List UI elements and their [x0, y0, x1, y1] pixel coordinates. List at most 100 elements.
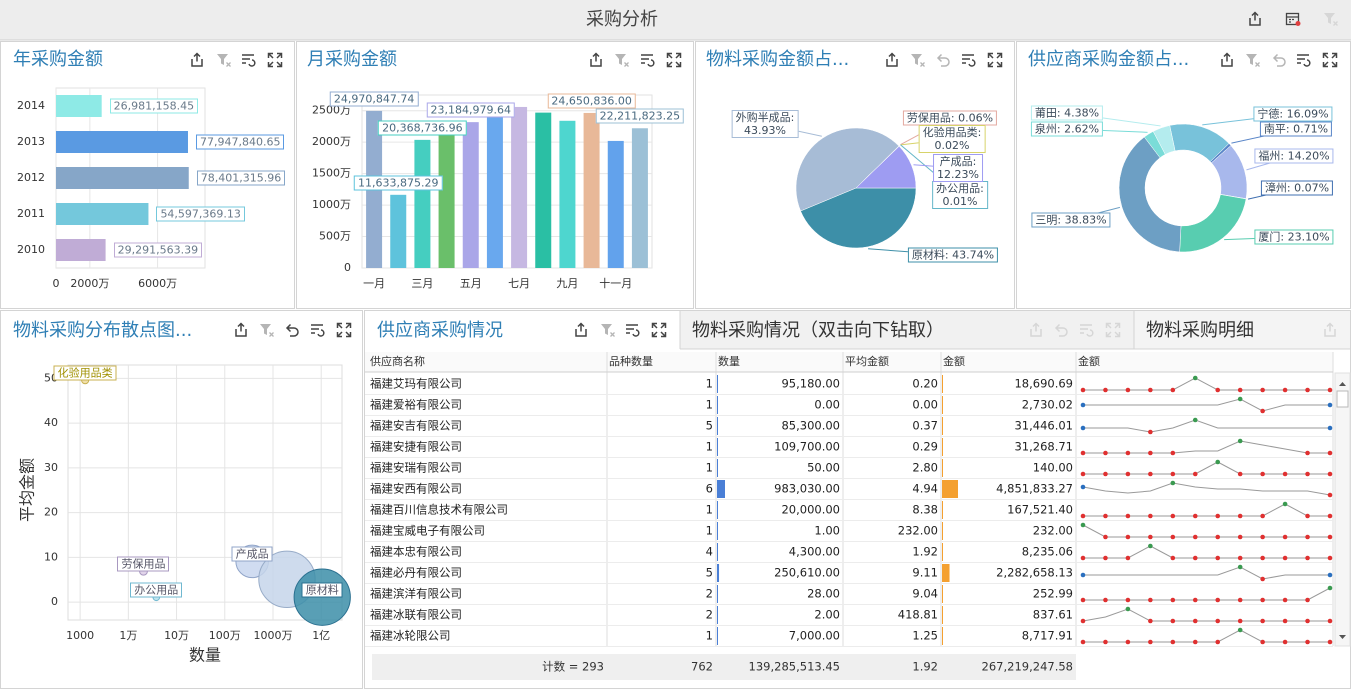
- cell: 福建安吉有限公司: [370, 419, 462, 433]
- scroll-down[interactable]: [1339, 635, 1346, 639]
- data-bar: [717, 627, 718, 645]
- bar: [559, 120, 576, 268]
- y-tick-label: 500万: [319, 230, 351, 243]
- data-bar: [717, 396, 718, 414]
- spark-dot: [1282, 534, 1288, 540]
- slice: [855, 145, 917, 189]
- spark-dot: [1237, 513, 1243, 519]
- cell: 20,000.00: [781, 503, 840, 517]
- sparkline: [1083, 587, 1331, 601]
- data-bar: [942, 564, 950, 582]
- cell: 232.00: [1033, 524, 1073, 538]
- cell: 6: [706, 482, 713, 496]
- tab-label: 供应商采购情况: [377, 320, 503, 341]
- sparkline: [1082, 524, 1330, 538]
- cell: 福建安瑞有限公司: [370, 461, 462, 475]
- spark-dot: [1103, 534, 1108, 540]
- cell: 167,521.40: [1007, 503, 1073, 517]
- x-tick-label: 七月: [508, 277, 530, 290]
- spark-dot: [1125, 450, 1131, 456]
- y-tick-label: 0: [344, 261, 351, 274]
- cell: 福建本忠有限公司: [370, 545, 462, 559]
- spark-dot: [1170, 480, 1176, 486]
- sparkline: [1083, 461, 1330, 475]
- spark-dot: [1260, 555, 1265, 561]
- y-tick-label: 10: [44, 550, 58, 563]
- cell: 福建安西有限公司: [370, 482, 462, 496]
- column-header: 金额: [943, 354, 965, 368]
- cell: 418.81: [898, 608, 938, 622]
- sparkline: [1082, 482, 1331, 496]
- spark-dot: [1103, 555, 1108, 561]
- spark-dot: [1192, 375, 1198, 381]
- cell: 140.00: [1033, 461, 1073, 475]
- panel-title: 物料采购分布散点图...: [13, 320, 192, 341]
- data-bar: [942, 375, 943, 393]
- cell: 8.38: [912, 503, 938, 517]
- spark-dot: [1327, 585, 1333, 591]
- spark-dot: [1305, 555, 1310, 561]
- spark-dot: [1148, 597, 1153, 603]
- bar: [511, 106, 528, 268]
- spark-dot: [1215, 618, 1221, 624]
- bubble: [152, 593, 161, 602]
- bar: [56, 239, 106, 261]
- y-tick-label: 2011: [17, 207, 45, 220]
- data-bar: [717, 480, 725, 498]
- spark-dot: [1237, 618, 1243, 624]
- cell: 983,030.00: [774, 482, 840, 496]
- cell: 85,300.00: [781, 419, 840, 433]
- spark-dot: [1170, 450, 1176, 456]
- cell: 2.00: [814, 608, 840, 622]
- scroll-up[interactable]: [1339, 382, 1346, 386]
- cell: 4: [706, 545, 713, 559]
- x-tick-label: 十一月: [599, 276, 632, 290]
- spark-dot: [1327, 555, 1333, 561]
- column-header: 品种数量: [609, 354, 653, 368]
- spark-dot: [1237, 471, 1243, 477]
- y-tick-label: 2013: [17, 135, 45, 148]
- data-bar: [717, 459, 718, 477]
- header-bar: [0, 0, 1351, 40]
- spark-dot: [1282, 501, 1288, 507]
- spark-dot: [1237, 396, 1243, 402]
- spark-dot: [1125, 513, 1131, 519]
- x-axis-label: 数量: [189, 646, 221, 665]
- slice: [1118, 136, 1182, 253]
- cell: 0.00: [814, 398, 840, 412]
- panel: [1016, 41, 1351, 309]
- x-tick-label: 1000万: [253, 629, 292, 642]
- x-tick-label: 1亿: [312, 629, 330, 642]
- data-bar: [717, 522, 718, 540]
- bar: [486, 111, 503, 269]
- cell: 2,282,658.13: [996, 566, 1073, 580]
- spark-dot: [1215, 459, 1221, 465]
- cell: 1: [706, 524, 713, 538]
- data-bar: [942, 543, 943, 561]
- cell: 9.04: [912, 587, 938, 601]
- data-bar: [942, 417, 943, 435]
- spark-dot: [1282, 639, 1288, 645]
- sparkline: [1082, 608, 1330, 622]
- x-tick-label: 0: [53, 277, 60, 290]
- cell: 福建滨洋有限公司: [370, 587, 462, 601]
- data-bar: [942, 627, 943, 645]
- spark-dot: [1125, 471, 1131, 477]
- spark-dot: [1215, 555, 1221, 561]
- spark-dot: [1305, 471, 1310, 477]
- y-tick-label: 2014: [17, 99, 45, 112]
- footer-cell: 139,285,513.45: [749, 660, 840, 674]
- y-tick-label: 2500万: [312, 104, 351, 117]
- spark-dot: [1260, 534, 1265, 540]
- cell: 1: [706, 461, 713, 475]
- spark-dot: [1260, 387, 1265, 393]
- scrollbar-track: [1334, 372, 1351, 647]
- spark-dot: [1237, 555, 1243, 561]
- y-tick-label: 2000万: [312, 135, 351, 148]
- cell: 837.61: [1033, 608, 1073, 622]
- cell: 252.99: [1033, 587, 1073, 601]
- bar: [438, 129, 455, 268]
- cell: 福建百川信息技术有限公司: [370, 503, 508, 517]
- scrollbar-thumb[interactable]: [1336, 390, 1349, 408]
